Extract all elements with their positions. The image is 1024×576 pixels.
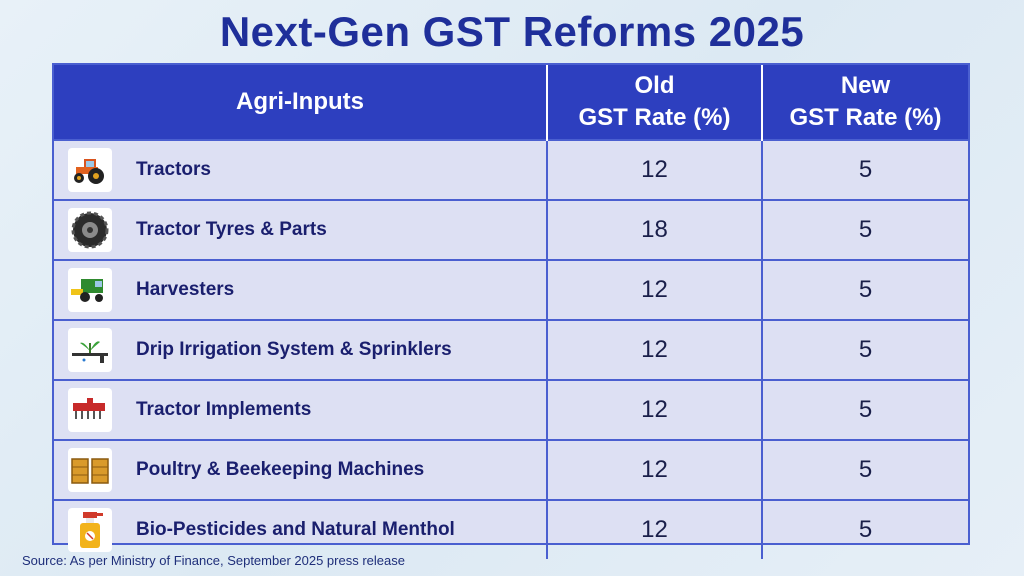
old-rate: 12: [547, 139, 763, 200]
source-note: Source: As per Ministry of Finance, Sept…: [22, 553, 405, 568]
table-row: Tractor Implements 12 5: [54, 379, 968, 440]
item-label: Tractor Implements: [136, 399, 312, 420]
table-header-row: Agri-Inputs Old GST Rate (%) New GST Rate …: [54, 65, 968, 140]
old-rate: 18: [547, 199, 763, 260]
tractor-icon: [68, 148, 112, 192]
table-row: Tractors 12 5: [54, 139, 968, 200]
new-rate: 5: [762, 319, 968, 380]
new-rate: 5: [762, 199, 968, 260]
old-rate: 12: [547, 319, 763, 380]
old-rate: 12: [547, 379, 763, 440]
new-rate: 5: [762, 259, 968, 320]
drip-irrigation-icon: [68, 328, 112, 372]
table-row: Drip Irrigation System & Sprinklers 12 5: [54, 319, 968, 380]
spray-bottle-icon: [68, 508, 112, 552]
table-row: Bio-Pesticides and Natural Menthol 12 5: [54, 499, 968, 559]
gst-rate-table: Agri-Inputs Old GST Rate (%) New GST Rate …: [52, 63, 970, 559]
header-old-gst-rate: Old GST Rate (%): [547, 65, 763, 140]
beehive-icon: [68, 448, 112, 492]
header-new-gst-rate: New GST Rate (%): [762, 65, 968, 140]
header-agri-inputs: Agri-Inputs: [54, 65, 548, 140]
old-rate: 12: [547, 439, 763, 500]
table-row: Harvesters 12 5: [54, 259, 968, 320]
item-label: Bio-Pesticides and Natural Menthol: [136, 519, 455, 540]
item-label: Tractors: [136, 159, 211, 180]
new-rate: 5: [762, 499, 968, 559]
new-rate: 5: [762, 139, 968, 200]
old-rate: 12: [547, 499, 763, 559]
item-label: Drip Irrigation System & Sprinklers: [136, 339, 452, 360]
page-title: Next-Gen GST Reforms 2025: [219, 8, 805, 55]
table-row: Poultry & Beekeeping Machines 12 5: [54, 439, 968, 500]
new-rate: 5: [762, 439, 968, 500]
item-label: Harvesters: [136, 279, 235, 300]
harvester-icon: [68, 268, 112, 312]
table-row: Tractor Tyres & Parts 18 5: [54, 199, 968, 260]
tyre-icon: [68, 208, 112, 252]
tractor-implement-icon: [68, 388, 112, 432]
item-label: Tractor Tyres & Parts: [136, 219, 327, 240]
new-rate: 5: [762, 379, 968, 440]
item-label: Poultry & Beekeeping Machines: [136, 459, 425, 480]
old-rate: 12: [547, 259, 763, 320]
